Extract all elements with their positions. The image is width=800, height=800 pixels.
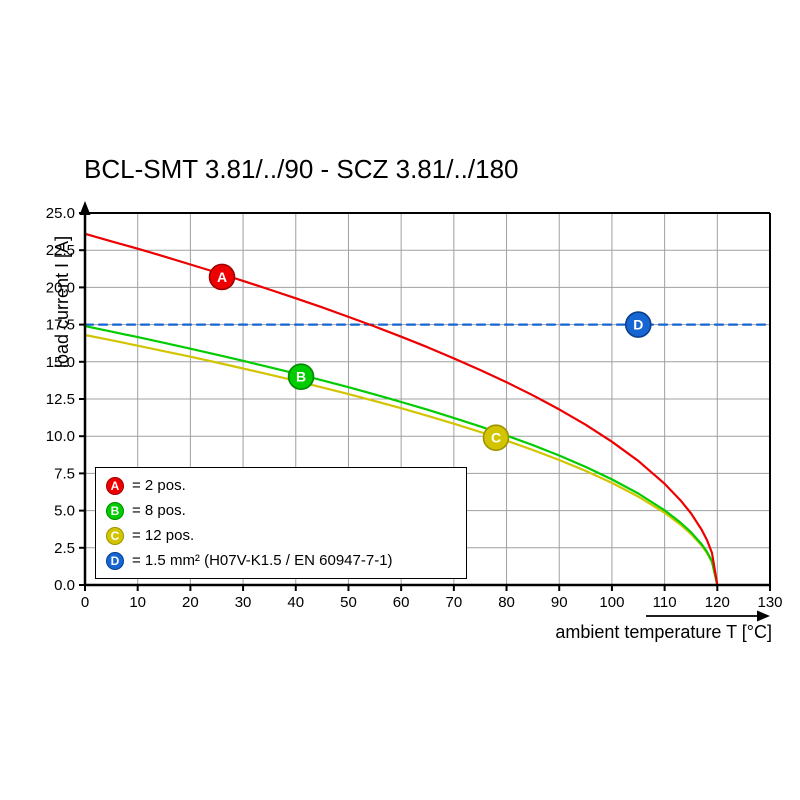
legend-marker-b: B — [106, 501, 124, 520]
y-tick-label: 2.5 — [54, 540, 75, 557]
series-A-curve — [83, 232, 719, 587]
y-tick-label: 25.0 — [46, 205, 75, 222]
legend-marker-c: C — [106, 526, 124, 545]
curve-marker-C: C — [482, 424, 510, 451]
svg-text:B: B — [296, 369, 306, 385]
legend-item-wire: D = 1.5 mm² (H07V-K1.5 / EN 60947-7-1) — [106, 548, 456, 573]
x-axis-arrow-icon — [646, 610, 770, 622]
tick-marks — [79, 212, 771, 591]
y-tick-label: 20.0 — [46, 279, 75, 296]
chart-title: BCL-SMT 3.81/../90 - SCZ 3.81/../180 — [84, 154, 519, 184]
y-axis-label: load current I [A] — [52, 235, 72, 368]
x-tick-label: 120 — [705, 594, 730, 611]
x-tick-label: 60 — [393, 594, 410, 611]
y-tick-label: 0.0 — [54, 577, 75, 594]
x-tick-label: 0 — [81, 594, 89, 611]
y-tick-label: 5.0 — [54, 503, 75, 520]
legend-label-12pos: = 12 pos. — [132, 527, 195, 544]
legend-label-wire: = 1.5 mm² (H07V-K1.5 / EN 60947-7-1) — [132, 552, 393, 569]
y-axis-arrow-icon — [79, 201, 91, 215]
series-curves — [83, 232, 772, 587]
y-tick-label: 10.0 — [46, 428, 75, 445]
legend: A = 2 pos. B = 8 pos. C = 12 pos. D = 1.… — [95, 467, 467, 579]
svg-text:C: C — [491, 430, 501, 446]
x-tick-label: 50 — [340, 594, 357, 611]
x-tick-label: 40 — [287, 594, 304, 611]
svg-text:A: A — [217, 269, 227, 285]
x-tick-label: 80 — [498, 594, 515, 611]
svg-text:D: D — [633, 317, 643, 333]
x-tick-label: 90 — [551, 594, 568, 611]
series-C-curve — [83, 333, 719, 587]
legend-marker-a: A — [106, 476, 124, 495]
curve-markers: A B C D — [208, 263, 652, 451]
x-axis-label: ambient temperature T [°C] — [555, 622, 772, 642]
y-tick-label: 12.5 — [46, 391, 75, 408]
x-tick-label: 30 — [235, 594, 252, 611]
legend-item-8pos: B = 8 pos. — [106, 498, 456, 523]
legend-item-2pos: A = 2 pos. — [106, 473, 456, 498]
legend-marker-d: D — [106, 551, 124, 570]
y-tick-label: 15.0 — [46, 354, 75, 371]
y-tick-label: 22.5 — [46, 242, 75, 259]
legend-item-12pos: C = 12 pos. — [106, 523, 456, 548]
curve-marker-A: A — [208, 263, 236, 291]
x-tick-label: 100 — [599, 594, 624, 611]
x-tick-label: 130 — [757, 594, 782, 611]
tick-labels: 0 10 20 30 40 50 60 70 80 90 100 110 120 130 0.0 2.5 5.0… — [46, 205, 783, 611]
legend-label-2pos: = 2 pos. — [132, 477, 186, 494]
x-tick-label: 110 — [653, 594, 677, 611]
plot-frame — [85, 212, 771, 585]
x-tick-label: 20 — [182, 594, 199, 611]
series-B-curve — [83, 325, 719, 587]
x-tick-label: 10 — [129, 594, 146, 611]
y-tick-label: 17.5 — [46, 317, 75, 334]
y-tick-label: 7.5 — [54, 465, 75, 482]
curve-marker-B: B — [287, 363, 315, 390]
legend-label-8pos: = 8 pos. — [132, 502, 186, 519]
curve-marker-D: D — [624, 311, 652, 338]
x-tick-label: 70 — [446, 594, 463, 611]
